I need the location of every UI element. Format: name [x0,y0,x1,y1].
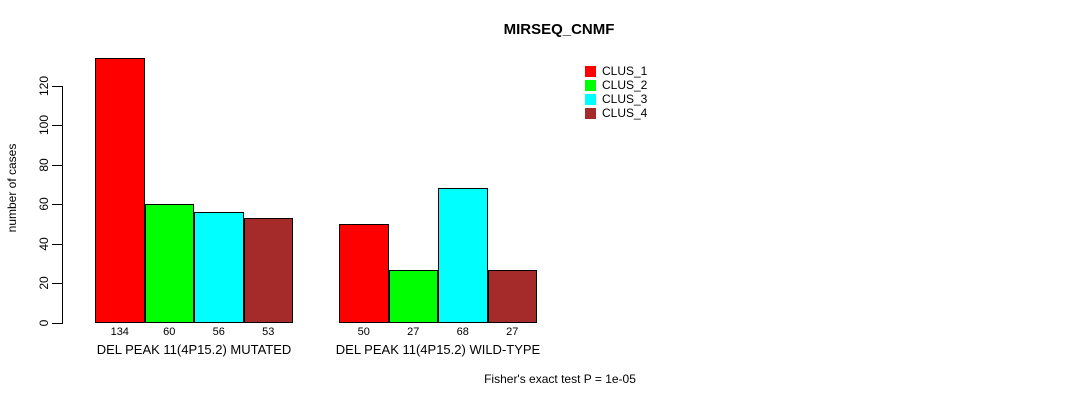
bar-value-label: 134 [110,326,129,338]
y-axis-label: number of cases [5,143,19,233]
y-tick-mark [52,283,62,285]
y-tick-mark [52,204,62,206]
y-axis-line [62,85,63,324]
y-tick-mark [52,125,62,127]
legend-label: CLUS_3 [602,92,648,106]
legend-swatch [585,65,596,77]
legend-item-clus_2: CLUS_2 [585,78,647,92]
y-tick-label: 60 [37,197,51,211]
chart-title: MIRSEQ_CNMF [503,21,615,38]
bar-value-label: 53 [262,326,275,338]
bar-clus_2-group1 [144,204,194,323]
legend-item-clus_4: CLUS_4 [585,106,647,120]
bar-clus_1-group2 [339,224,389,323]
legend-swatch [585,79,596,91]
y-tick-label: 120 [37,75,51,96]
y-tick-label: 0 [37,319,51,327]
legend-swatch [585,107,596,119]
fisher-test-annotation: Fisher's exact test P = 1e-05 [484,372,636,386]
bar-value-label: 27 [506,326,519,338]
x-group-label: DEL PEAK 11(4P15.2) WILD-TYPE [335,342,541,357]
y-tick-label: 80 [37,157,51,172]
y-tick-mark [52,85,62,87]
bar-value-label: 56 [212,326,225,338]
bar-clus_4-group1 [243,218,293,323]
x-group-label: DEL PEAK 11(4P15.2) MUTATED [96,342,292,357]
legend-label: CLUS_2 [602,78,648,92]
legend-item-clus_3: CLUS_3 [585,92,647,106]
bar-clus_2-group2 [388,269,438,323]
bar-clus_4-group2 [487,269,537,323]
legend-label: CLUS_4 [602,106,648,120]
y-tick-label: 40 [37,237,51,251]
y-tick-label: 100 [37,115,51,136]
legend-swatch [585,93,596,105]
bar-value-label: 27 [407,326,420,338]
y-tick-label: 20 [37,276,51,291]
legend: CLUS_1 CLUS_2 CLUS_3 CLUS_4 [585,64,647,120]
legend-label: CLUS_1 [602,64,648,78]
y-tick-mark [52,164,62,166]
bar-clus_3-group2 [438,188,488,323]
bar-clus_1-group1 [95,57,145,323]
y-tick-mark [52,243,62,245]
bar-clus_3-group1 [194,212,244,323]
bar-value-label: 60 [163,326,176,338]
legend-item-clus_1: CLUS_1 [585,64,647,78]
y-tick-mark [52,323,62,324]
bar-value-label: 68 [456,326,469,338]
bar-value-label: 50 [357,326,370,338]
